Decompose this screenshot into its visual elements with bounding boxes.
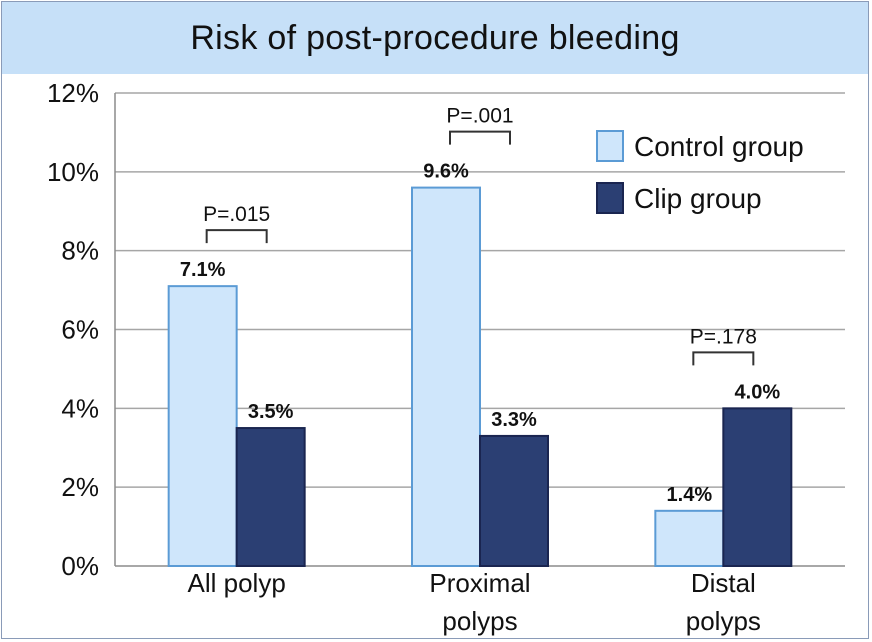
data-label: 3.5%: [248, 401, 294, 423]
significance-bracket: [692, 351, 755, 366]
bar-control: [654, 509, 725, 568]
legend-label: Clip group: [634, 183, 762, 214]
data-label: 7.1%: [180, 259, 226, 281]
y-tick-label: 8%: [61, 236, 99, 266]
y-tick-label: 2%: [61, 472, 99, 502]
y-tick-label: 10%: [47, 157, 99, 187]
legend-swatch: [596, 130, 624, 162]
p-value-label: P=.015: [203, 203, 270, 226]
p-value-label: P=.001: [446, 105, 513, 128]
bar-clip: [479, 434, 549, 567]
bar-control: [411, 186, 481, 567]
bar-clip: [722, 407, 793, 568]
chart-title: Risk of post-procedure bleeding: [190, 18, 680, 57]
y-tick-label: 0%: [61, 551, 99, 581]
p-value-label: P=.178: [690, 325, 757, 348]
y-tick-label: 12%: [47, 78, 99, 108]
bar-control: [167, 285, 238, 567]
title-bar: Risk of post-procedure bleeding: [2, 2, 868, 74]
legend-swatch: [596, 182, 624, 214]
data-label: 4.0%: [735, 381, 781, 403]
bar-clip: [235, 427, 306, 567]
x-category-label: polyps: [442, 606, 517, 636]
x-category-label: Proximal: [429, 568, 530, 598]
data-label: 1.4%: [667, 484, 713, 506]
y-tick-label: 4%: [61, 393, 99, 423]
significance-bracket: [449, 130, 511, 145]
data-label: 3.3%: [491, 409, 537, 431]
significance-bracket: [205, 229, 268, 244]
legend-label: Control group: [634, 131, 804, 162]
x-category-label: polyps: [686, 606, 761, 636]
x-category-label: Distal: [691, 568, 756, 598]
data-label: 9.6%: [423, 161, 469, 183]
x-category-label: All polyp: [188, 568, 286, 598]
y-tick-label: 6%: [61, 315, 99, 345]
